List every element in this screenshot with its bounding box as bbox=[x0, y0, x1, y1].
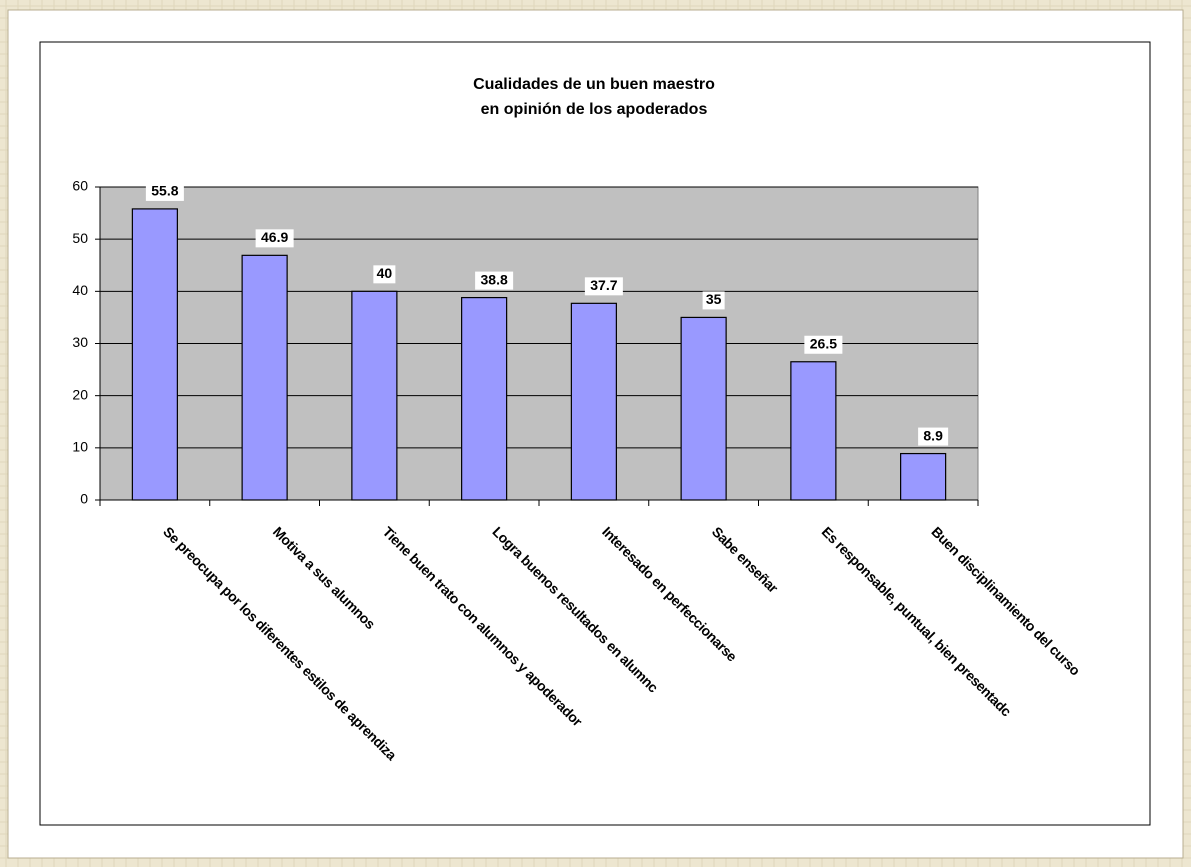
bar bbox=[461, 296, 508, 501]
value-label-bg bbox=[918, 427, 949, 446]
y-tick-label: 10 bbox=[72, 439, 88, 455]
value-label: 55.8 bbox=[151, 183, 178, 199]
y-tick-label: 20 bbox=[72, 386, 88, 402]
value-label-bg bbox=[584, 277, 623, 296]
value-label: 35 bbox=[706, 291, 722, 307]
bar bbox=[131, 208, 178, 501]
value-label: 40 bbox=[377, 265, 393, 281]
value-label: 37.7 bbox=[590, 277, 617, 293]
value-label-bg bbox=[145, 182, 184, 201]
y-tick-label: 0 bbox=[80, 491, 88, 507]
value-label-bg bbox=[475, 271, 514, 290]
y-tick-label: 30 bbox=[72, 334, 88, 350]
bar bbox=[241, 254, 288, 501]
value-label-bg bbox=[804, 335, 843, 354]
bar bbox=[570, 302, 617, 501]
value-label: 8.9 bbox=[923, 427, 943, 443]
bar bbox=[351, 290, 398, 501]
chart-title: Cualidades de un buen maestro bbox=[473, 76, 715, 93]
bar bbox=[790, 361, 837, 501]
chart-title: en opinión de los apoderados bbox=[481, 101, 708, 118]
value-label: 26.5 bbox=[810, 335, 837, 351]
value-label: 46.9 bbox=[261, 229, 288, 245]
bar bbox=[900, 452, 947, 501]
value-label: 38.8 bbox=[481, 271, 508, 287]
bar bbox=[680, 316, 727, 501]
value-label-bg bbox=[373, 265, 396, 284]
y-tick-label: 50 bbox=[72, 230, 88, 246]
y-tick-label: 40 bbox=[72, 282, 88, 298]
y-tick-label: 60 bbox=[72, 178, 88, 194]
value-label-bg bbox=[702, 291, 725, 310]
value-label-bg bbox=[255, 229, 294, 248]
